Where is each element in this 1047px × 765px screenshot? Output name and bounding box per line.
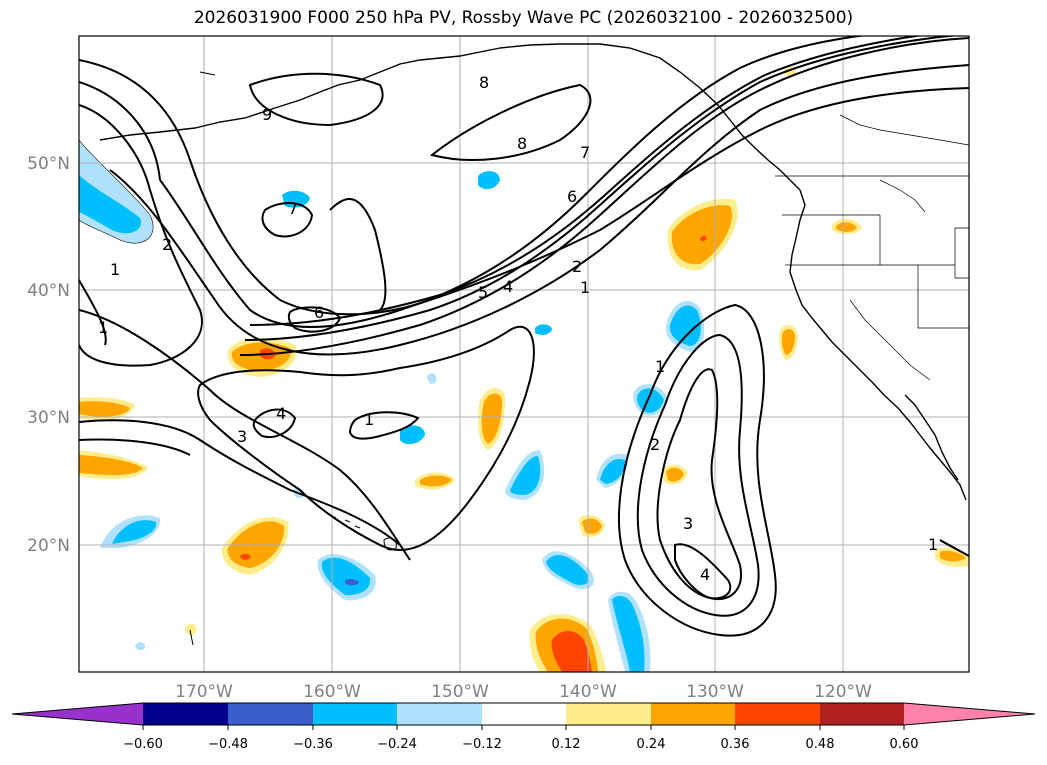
colorbar-segment — [651, 703, 735, 725]
colorbar-tick-label: −0.24 — [377, 737, 417, 752]
contour-label: 1 — [98, 318, 108, 337]
map-gridlines — [79, 36, 969, 672]
contour-label: 1 — [110, 260, 120, 279]
contour-label: 1 — [580, 278, 590, 297]
contour-label: 8 — [479, 73, 489, 92]
colorbar-segment — [904, 703, 1035, 725]
lon-label: 120°W — [814, 682, 872, 702]
contour-labels: 8 8 9 7 6 7 6 5 4 2 1 2 1 1 4 3 1 1 2 3 … — [98, 73, 938, 584]
contour-label: 4 — [276, 404, 286, 423]
colorbar-segment — [820, 703, 904, 725]
colorbar-tick-label: −0.48 — [208, 737, 248, 752]
lat-label: 50°N — [27, 154, 70, 174]
contour-label: 3 — [237, 427, 247, 446]
colorbar-tick-label: 0.24 — [637, 737, 666, 752]
latitude-labels: 50°N 40°N 30°N 20°N — [27, 154, 70, 556]
contour-label: 1 — [364, 410, 374, 429]
contour-label: 1 — [655, 357, 665, 376]
contour-label: 7 — [580, 143, 590, 162]
colorbar-segment — [735, 703, 820, 725]
contour-label: 8 — [517, 134, 527, 153]
contour-label: 2 — [162, 235, 172, 254]
contour-label: 2 — [650, 435, 660, 454]
lat-label: 20°N — [27, 536, 70, 556]
contour-label: 4 — [503, 277, 513, 296]
lat-label: 40°N — [27, 281, 70, 301]
colorbar-segment — [482, 703, 566, 725]
contour-label: 4 — [700, 565, 710, 584]
contour-label: 1 — [928, 535, 938, 554]
colorbar-segment — [143, 703, 228, 725]
islands — [189, 71, 397, 646]
state-borders — [775, 114, 969, 381]
longitude-labels: 170°W 160°W 150°W 140°W 130°W 120°W — [175, 682, 872, 702]
lat-label: 30°N — [27, 408, 70, 428]
map-plot-area: 8 8 9 7 6 7 6 5 4 2 1 2 1 1 4 3 1 1 2 3 … — [79, 36, 969, 672]
lon-label: 140°W — [559, 682, 617, 702]
contour-label: 9 — [262, 105, 272, 124]
coastlines — [99, 43, 969, 557]
contour-label: 3 — [683, 514, 693, 533]
colorbar-segment — [397, 703, 482, 725]
colorbar: −0.60 −0.48 −0.36 −0.24 −0.12 0.12 0.24 … — [11, 702, 1036, 752]
contour-label: 7 — [288, 199, 298, 218]
colorbar-segment — [313, 703, 397, 725]
contour-label: 6 — [567, 187, 577, 206]
lon-label: 160°W — [303, 682, 361, 702]
lon-label: 170°W — [175, 682, 233, 702]
pv-shading — [79, 66, 969, 672]
colorbar-tick-label: 0.12 — [552, 737, 581, 752]
contour-label: 6 — [314, 303, 324, 322]
map-frame — [78, 35, 970, 673]
colorbar-segment — [12, 703, 143, 725]
contour-label: 2 — [572, 257, 582, 276]
lon-label: 130°W — [686, 682, 744, 702]
colorbar-tick-label: 0.48 — [806, 737, 835, 752]
lon-label: 150°W — [431, 682, 489, 702]
colorbar-tick-label: −0.12 — [462, 737, 502, 752]
colorbar-tick-label: −0.60 — [123, 737, 163, 752]
pv-contours — [79, 36, 969, 637]
contour-label: 5 — [478, 283, 488, 302]
colorbar-tick-label: −0.36 — [293, 737, 333, 752]
colorbar-segment — [228, 703, 313, 725]
page-title: 2026031900 F000 250 hPa PV, Rossby Wave … — [193, 8, 854, 28]
colorbar-tick-label: 0.60 — [890, 737, 919, 752]
colorbar-segment — [566, 703, 651, 725]
colorbar-tick-label: 0.36 — [721, 737, 750, 752]
